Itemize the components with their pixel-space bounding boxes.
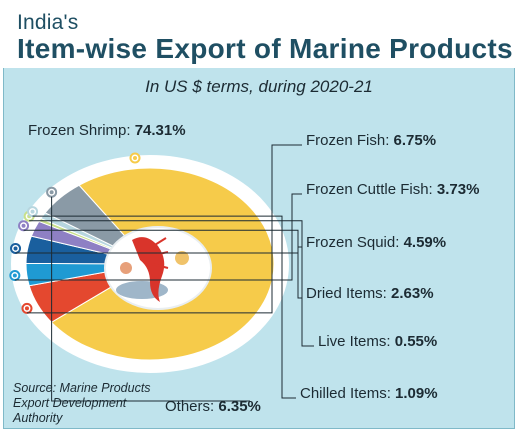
slice-label-value: 4.59% bbox=[404, 234, 447, 251]
slice-label-name: Others: bbox=[165, 398, 218, 415]
source-note: Source: Marine Products Export Developme… bbox=[13, 381, 151, 425]
callout-line bbox=[29, 220, 314, 347]
slice-label-name: Frozen Squid: bbox=[306, 234, 404, 251]
callout-dot-core bbox=[49, 190, 54, 195]
slice-label-name: Live Items: bbox=[318, 333, 395, 350]
slice-label-value: 0.55% bbox=[395, 333, 438, 350]
callout-dot-core bbox=[21, 223, 26, 228]
callout-line bbox=[26, 144, 302, 314]
slice-label-value: 2.63% bbox=[391, 285, 434, 302]
callout-dot-core bbox=[30, 209, 35, 214]
callout-line bbox=[23, 229, 302, 299]
callout-dot-core bbox=[13, 246, 18, 251]
slice-label: Live Items: 0.55% bbox=[318, 333, 437, 350]
slice-label-value: 1.09% bbox=[395, 385, 438, 402]
callout-line bbox=[14, 193, 302, 281]
callout-dot-core bbox=[133, 156, 137, 160]
slice-label: Others: 6.35% bbox=[165, 398, 261, 415]
slice-label-name: Dried Items: bbox=[306, 285, 391, 302]
slice-label-value: 3.73% bbox=[437, 181, 480, 198]
slice-label-name: Frozen Shrimp: bbox=[28, 122, 135, 139]
slice-label-value: 6.35% bbox=[218, 398, 261, 415]
title-country: India's bbox=[17, 11, 79, 34]
slice-label-name: Frozen Fish: bbox=[306, 132, 394, 149]
slice-label-name: Frozen Cuttle Fish: bbox=[306, 181, 437, 198]
callout-dot-core bbox=[12, 273, 17, 278]
callout-dot-core bbox=[24, 306, 29, 311]
title-box: India's Item-wise Export of Marine Produ… bbox=[3, 3, 515, 68]
slice-label: Frozen Squid: 4.59% bbox=[306, 234, 446, 251]
callout-line bbox=[32, 215, 296, 399]
slice-label: Frozen Cuttle Fish: 3.73% bbox=[306, 181, 479, 198]
slice-label: Frozen Shrimp: 74.31% bbox=[28, 122, 186, 139]
callout-line bbox=[51, 196, 250, 402]
slice-labels: Frozen Shrimp: 74.31%Frozen Fish: 6.75%F… bbox=[28, 122, 479, 415]
chart-subtitle: In US $ terms, during 2020-21 bbox=[145, 77, 373, 96]
slice-label: Chilled Items: 1.09% bbox=[300, 385, 438, 402]
slice-label: Dried Items: 2.63% bbox=[306, 285, 434, 302]
chart-title: Item-wise Export of Marine Products bbox=[17, 33, 513, 64]
slice-label-name: Chilled Items: bbox=[300, 385, 395, 402]
slice-callouts bbox=[9, 144, 314, 402]
seafood-illustration-icon bbox=[104, 226, 212, 310]
slice-label-value: 6.75% bbox=[394, 132, 437, 149]
slice-label: Frozen Fish: 6.75% bbox=[306, 132, 436, 149]
slice-label-value: 74.31% bbox=[135, 122, 186, 139]
